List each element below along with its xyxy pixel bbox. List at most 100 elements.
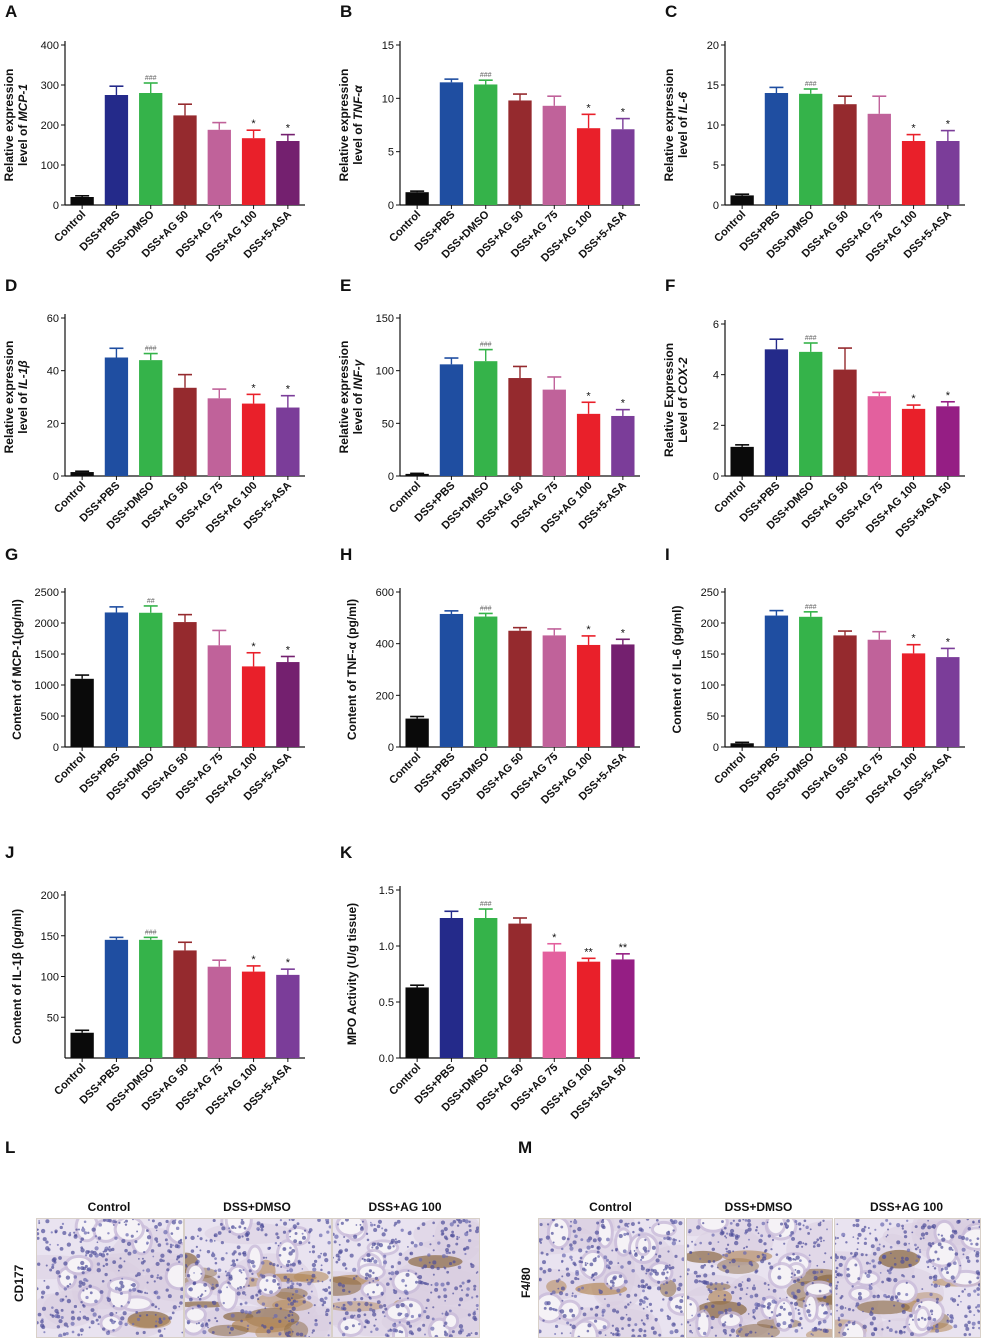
y-tick-label: 20 xyxy=(707,40,719,52)
bar-C-5 xyxy=(901,141,926,205)
micrograph-cd177-dss-ag100 xyxy=(332,1218,480,1338)
significance-mark: ### xyxy=(480,342,492,349)
bar-H-0 xyxy=(405,718,429,747)
bar-K-2 xyxy=(474,918,498,1058)
bar-C-2 xyxy=(799,93,823,205)
bar-D-1 xyxy=(104,357,129,476)
bar-I-1 xyxy=(764,615,789,747)
bar-F-4 xyxy=(867,396,891,476)
significance-mark: * xyxy=(946,636,951,648)
bar-C-0 xyxy=(730,195,754,205)
y-axis-label-prefix: level of xyxy=(16,389,30,434)
significance-mark: * xyxy=(251,641,256,653)
bar-G-6 xyxy=(276,662,300,747)
y-axis-label-line2: level of MCP-1 xyxy=(16,84,30,166)
panel-letter-M: M xyxy=(518,1138,533,1157)
bar-F-2 xyxy=(799,351,823,476)
y-axis-label: Content of MCP-1(pg/ml) xyxy=(10,599,24,740)
bar-A-3 xyxy=(173,115,197,205)
y-axis-label-line2: level of TNF-α xyxy=(351,85,365,165)
y-axis-label-prefix: level of xyxy=(16,121,30,166)
y-tick-label: 200 xyxy=(41,890,59,902)
significance-mark: * xyxy=(946,390,951,402)
bar-K-5 xyxy=(576,961,601,1058)
bar-C-1 xyxy=(764,93,789,205)
bar-J-5 xyxy=(241,971,266,1058)
significance-mark: * xyxy=(911,633,916,645)
y-axis-label-line1: Relative expression xyxy=(2,341,16,454)
bar-I-6 xyxy=(936,657,960,747)
y-axis-label-gene: TNF-α xyxy=(351,85,365,120)
y-axis-label-gene: IL-1β xyxy=(16,360,30,389)
histology-col-ag100-M: DSS+AG 100 xyxy=(869,1200,944,1214)
bar-D-3 xyxy=(173,387,197,476)
y-axis-label-gene: INF-γ xyxy=(351,358,365,389)
y-tick-label: 20 xyxy=(47,418,59,430)
significance-mark: ** xyxy=(619,942,628,954)
panel-letter-E: E xyxy=(340,276,351,295)
chart-panel-B: B 0 5 10 15 Relative expression level of TNF-α… xyxy=(337,2,640,264)
bar-I-3 xyxy=(833,635,857,747)
panel-letter-I: I xyxy=(665,545,670,564)
significance-mark: * xyxy=(251,382,256,394)
significance-mark: * xyxy=(552,932,557,944)
chart-panel-G: G 0 500 1000 1500 2000 2500 Content of MCP-1(pg… xyxy=(5,545,305,806)
bar-G-3 xyxy=(173,622,197,747)
chart-panel-A: A 0 100 200 300 400 Relative expression level o… xyxy=(2,2,305,264)
significance-mark: ### xyxy=(480,901,492,908)
y-tick-label: 5 xyxy=(713,160,719,172)
significance-mark: ### xyxy=(480,72,492,79)
y-tick-label: 50 xyxy=(382,418,394,430)
bar-J-6 xyxy=(276,974,300,1058)
bar-C-4 xyxy=(867,113,891,205)
significance-mark: * xyxy=(286,384,291,396)
histology-col-dmso-M: DSS+DMSO xyxy=(724,1200,793,1214)
y-tick-label: 60 xyxy=(47,313,59,325)
y-tick-label: 2 xyxy=(713,420,719,432)
y-tick-label: 150 xyxy=(701,649,719,661)
panel-letter-L: L xyxy=(5,1138,16,1157)
y-axis-label-line2: level of IL-1β xyxy=(16,360,30,434)
micrograph-f480-dss-ag100 xyxy=(834,1218,981,1338)
bar-F-5 xyxy=(901,408,926,476)
chart-panel-E: E 0 50 100 150 Relative expression level of IN… xyxy=(337,276,640,535)
y-tick-label: 300 xyxy=(41,80,59,92)
panel-letter-B: B xyxy=(340,2,352,21)
y-axis-label-prefix: level of xyxy=(351,120,365,165)
histology-row-label-cd177: CD177 xyxy=(12,1264,26,1302)
y-tick-label: 2500 xyxy=(35,587,59,599)
y-tick-label: 100 xyxy=(41,972,59,984)
bar-J-2 xyxy=(139,939,163,1058)
significance-mark: ### xyxy=(805,604,817,611)
significance-mark: ### xyxy=(145,346,157,353)
y-tick-label: 0 xyxy=(53,471,59,483)
y-tick-label: 0 xyxy=(388,200,394,212)
bar-C-3 xyxy=(833,104,857,205)
y-tick-label: 200 xyxy=(701,618,719,630)
significance-mark: * xyxy=(251,118,256,130)
significance-mark: ### xyxy=(145,75,157,82)
y-axis-label: Content of IL-1β (pg/ml) xyxy=(10,909,24,1044)
y-tick-label: 150 xyxy=(41,931,59,943)
y-tick-label: 0 xyxy=(53,742,59,754)
bar-B-6 xyxy=(611,129,635,205)
y-tick-label: 100 xyxy=(41,160,59,172)
y-axis-label-line1: Relative Expression xyxy=(662,343,676,457)
bar-B-3 xyxy=(508,100,532,205)
bar-H-4 xyxy=(542,635,566,747)
y-tick-label: 100 xyxy=(376,366,394,378)
y-tick-label: 200 xyxy=(376,690,394,702)
bar-H-5 xyxy=(576,644,601,747)
y-axis-label-gene: COX-2 xyxy=(676,357,690,394)
bar-K-4 xyxy=(542,951,566,1058)
bar-D-4 xyxy=(207,398,231,476)
panel-letter-D: D xyxy=(5,276,17,295)
bar-K-0 xyxy=(405,987,429,1058)
significance-mark: * xyxy=(911,393,916,405)
bar-B-4 xyxy=(542,105,566,205)
significance-mark: * xyxy=(586,624,591,636)
y-tick-label: 600 xyxy=(376,587,394,599)
